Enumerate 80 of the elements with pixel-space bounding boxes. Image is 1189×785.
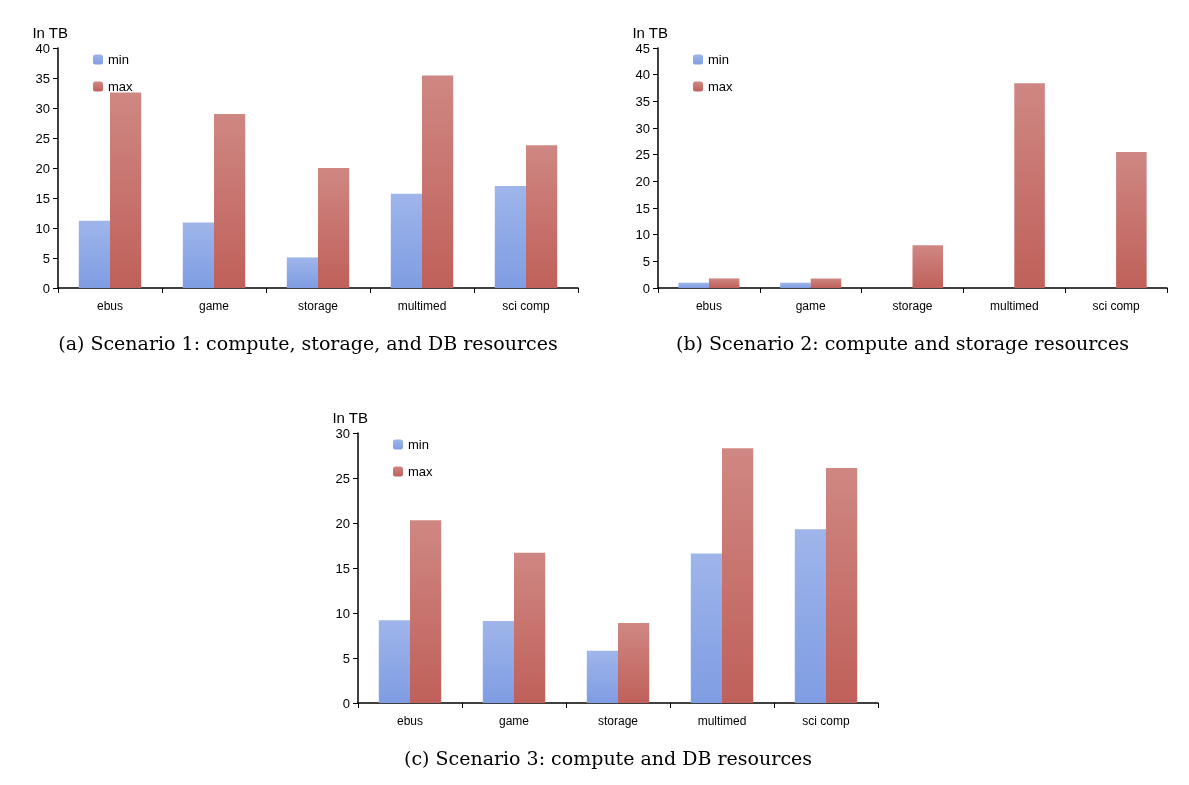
bar bbox=[810, 278, 842, 288]
y-tick-label: 20 bbox=[635, 173, 650, 189]
bar bbox=[722, 448, 754, 703]
x-tick-label: storage bbox=[297, 299, 339, 313]
x-tick-label: ebus bbox=[695, 299, 722, 313]
y-tick-label: 25 bbox=[635, 147, 650, 163]
bar bbox=[514, 552, 546, 703]
y-tick-label: 15 bbox=[335, 560, 350, 576]
bar bbox=[482, 621, 514, 703]
y-tick-label: 30 bbox=[35, 100, 50, 116]
legend-label: min bbox=[408, 437, 429, 452]
y-tick-label: 5 bbox=[342, 650, 350, 666]
bar bbox=[410, 520, 442, 703]
y-tick-label: 30 bbox=[335, 425, 350, 441]
legend-label: min bbox=[708, 52, 729, 67]
bar bbox=[826, 468, 858, 703]
bar bbox=[678, 282, 709, 288]
bar bbox=[286, 257, 318, 288]
y-tick-label: 5 bbox=[642, 253, 650, 269]
bar bbox=[318, 168, 350, 288]
y-tick-label: 10 bbox=[35, 220, 50, 236]
bar bbox=[794, 529, 826, 703]
x-tick-label: multimed bbox=[989, 299, 1039, 313]
y-tick-label: 25 bbox=[335, 470, 350, 486]
bar bbox=[618, 622, 650, 703]
text: (b) Scenario 2: compute and storage resources bbox=[676, 331, 1129, 354]
y-tick-label: 35 bbox=[35, 70, 50, 86]
y-axis-title: In TB bbox=[332, 409, 368, 426]
x-tick-label: game bbox=[795, 299, 827, 313]
text: (c) Scenario 3: compute and DB resources bbox=[403, 746, 813, 769]
x-tick-label: ebus bbox=[96, 299, 124, 313]
bar bbox=[1014, 83, 1045, 288]
y-tick-label: 35 bbox=[635, 93, 650, 109]
x-tick-label: sci comp bbox=[502, 299, 550, 313]
legend-label: max bbox=[108, 79, 134, 94]
y-tick-label: 15 bbox=[635, 200, 650, 216]
bar bbox=[780, 282, 811, 288]
text: (a) Scenario 1: compute, storage, and DB resources bbox=[58, 331, 558, 354]
x-tick-label: multimed bbox=[397, 299, 447, 313]
bar bbox=[708, 278, 740, 288]
y-tick-label: 25 bbox=[35, 130, 50, 146]
y-tick-label: 10 bbox=[335, 605, 350, 621]
x-tick-label: sci comp bbox=[1092, 299, 1141, 313]
x-tick-label: game bbox=[198, 299, 230, 313]
y-axis-title: In TB bbox=[32, 24, 68, 41]
y-tick-label: 20 bbox=[35, 160, 50, 176]
bar bbox=[526, 145, 558, 288]
y-axis-title: In TB bbox=[632, 24, 668, 41]
bar bbox=[1116, 152, 1147, 288]
bar bbox=[78, 220, 110, 288]
y-tick-label: 0 bbox=[642, 280, 650, 296]
y-tick-label: 45 bbox=[635, 40, 650, 56]
x-tick-label: storage bbox=[892, 299, 933, 313]
bar bbox=[912, 245, 944, 288]
y-tick-label: 30 bbox=[635, 120, 650, 136]
y-tick-label: 5 bbox=[42, 250, 50, 266]
bar bbox=[182, 222, 214, 288]
y-tick-label: 20 bbox=[335, 515, 350, 531]
x-tick-label: multimed bbox=[697, 714, 747, 728]
y-tick-label: 0 bbox=[42, 280, 50, 296]
y-tick-label: 40 bbox=[35, 40, 50, 56]
bar bbox=[422, 75, 454, 288]
y-tick-label: 40 bbox=[635, 67, 650, 83]
bar bbox=[214, 114, 246, 288]
bar bbox=[586, 650, 618, 703]
x-tick-label: storage bbox=[597, 714, 639, 728]
bar bbox=[390, 193, 422, 288]
y-tick-label: 10 bbox=[635, 227, 650, 243]
x-tick-label: ebus bbox=[396, 714, 424, 728]
x-tick-label: sci comp bbox=[802, 714, 850, 728]
legend-label: max bbox=[708, 79, 734, 94]
bar bbox=[690, 553, 722, 703]
bar bbox=[494, 186, 526, 288]
legend-label: min bbox=[108, 52, 129, 67]
bar bbox=[378, 620, 410, 703]
y-tick-label: 0 bbox=[342, 695, 350, 711]
x-tick-label: game bbox=[498, 714, 530, 728]
y-tick-label: 15 bbox=[35, 190, 50, 206]
legend-label: max bbox=[408, 464, 434, 479]
bar bbox=[110, 92, 142, 288]
